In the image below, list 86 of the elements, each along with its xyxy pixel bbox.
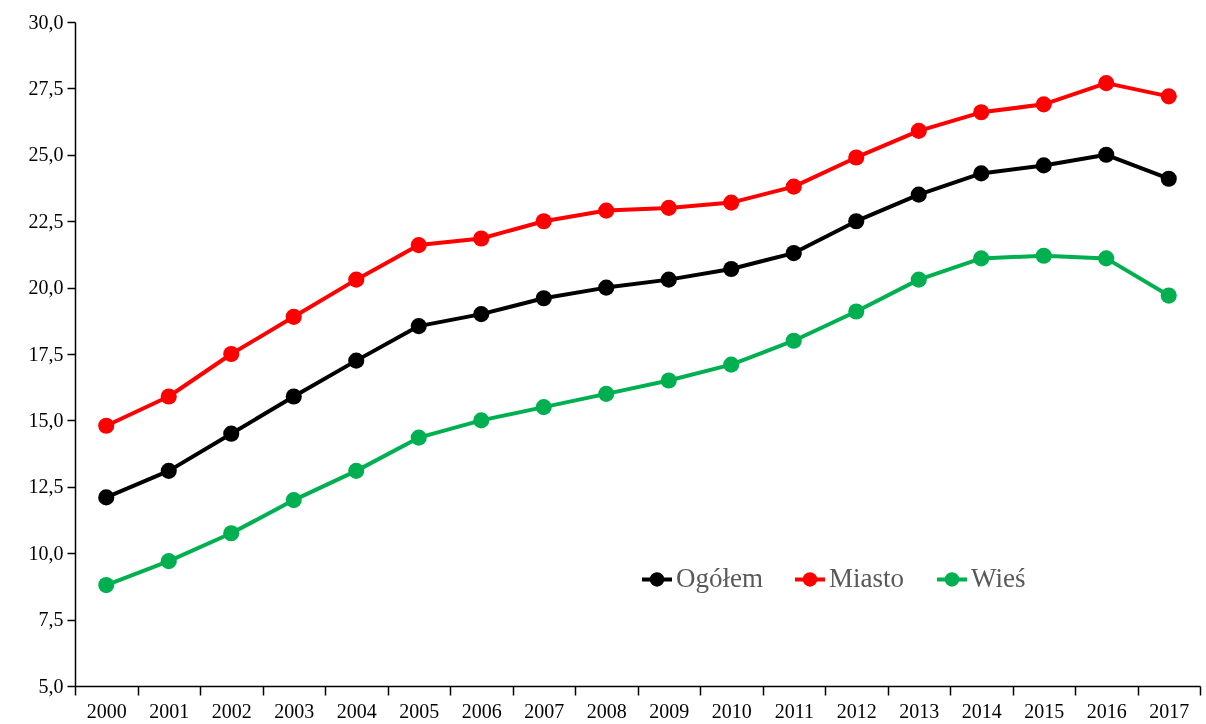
x-tick-label: 2014 <box>961 699 1002 722</box>
y-tick-label: 7,5 <box>38 608 64 631</box>
point <box>1098 250 1115 267</box>
x-tick-label: 2009 <box>649 699 690 722</box>
y-tick-label: 5,0 <box>38 674 64 697</box>
point <box>973 165 990 182</box>
point <box>598 385 615 402</box>
y-tick-label: 12,5 <box>28 475 64 498</box>
x-tick-label: 2004 <box>336 699 377 722</box>
legend-label: Miasto <box>829 563 905 594</box>
point <box>973 104 990 121</box>
legend-label: Wieś <box>971 563 1026 594</box>
x-tick-label: 2016 <box>1086 699 1127 722</box>
point <box>1160 88 1177 105</box>
point <box>473 230 490 247</box>
y-tick-label: 20,0 <box>28 276 64 299</box>
point <box>785 332 802 349</box>
point <box>348 462 365 479</box>
point <box>660 271 677 288</box>
point <box>535 399 552 416</box>
point <box>848 303 865 320</box>
x-tick-label: 2010 <box>711 699 752 722</box>
y-tick-label: 25,0 <box>28 143 64 166</box>
y-tick-label: 30,0 <box>28 10 64 33</box>
point <box>410 237 427 254</box>
point <box>1160 287 1177 304</box>
x-tick-label: 2000 <box>86 699 127 722</box>
point <box>848 213 865 230</box>
point <box>348 271 365 288</box>
y-tick-label: 22,5 <box>28 209 64 232</box>
y-tick-label: 15,0 <box>28 408 64 431</box>
point <box>473 306 490 323</box>
point <box>910 271 927 288</box>
y-tick-label: 10,0 <box>28 541 64 564</box>
x-tick-label: 2008 <box>586 699 627 722</box>
x-tick-label: 2013 <box>899 699 940 722</box>
point <box>723 194 740 211</box>
point <box>348 352 365 369</box>
point <box>723 260 740 278</box>
point <box>598 202 615 219</box>
point <box>223 345 240 363</box>
point <box>98 577 115 594</box>
point <box>785 178 802 195</box>
x-tick-label: 2005 <box>399 699 440 722</box>
point <box>98 417 115 434</box>
point <box>1160 170 1177 187</box>
point <box>285 492 302 509</box>
point <box>723 356 740 373</box>
point <box>410 318 427 335</box>
point <box>1035 247 1052 264</box>
x-tick-label: 2003 <box>274 699 315 722</box>
y-tick-label: 27,5 <box>28 76 64 99</box>
point <box>223 425 240 442</box>
x-tick-label: 2007 <box>524 699 565 722</box>
point <box>848 149 865 166</box>
point <box>285 308 302 325</box>
point <box>535 213 552 230</box>
y-tick-label: 17,5 <box>28 342 64 365</box>
point <box>910 186 927 203</box>
point <box>1098 146 1115 163</box>
point <box>660 199 677 216</box>
point <box>1035 96 1052 113</box>
point <box>535 290 552 307</box>
x-tick-label: 2011 <box>774 699 814 722</box>
x-tick-label: 2012 <box>836 699 877 722</box>
point <box>160 553 177 570</box>
point <box>660 372 677 389</box>
point <box>160 388 177 405</box>
point <box>1098 75 1115 92</box>
x-tick-label: 2001 <box>149 699 190 722</box>
x-tick-label: 2002 <box>211 699 252 722</box>
point <box>285 388 302 405</box>
point <box>598 279 615 296</box>
point <box>973 250 990 267</box>
legend-label: Ogółem <box>676 563 763 594</box>
point <box>410 429 427 446</box>
point <box>785 245 802 262</box>
point <box>98 489 115 506</box>
x-tick-label: 2006 <box>461 699 502 722</box>
point <box>160 462 177 479</box>
point <box>910 122 927 139</box>
x-tick-label: 2017 <box>1149 699 1190 722</box>
x-tick-label: 2015 <box>1024 699 1065 722</box>
point <box>473 412 490 429</box>
point <box>1035 157 1052 174</box>
point <box>223 525 240 542</box>
